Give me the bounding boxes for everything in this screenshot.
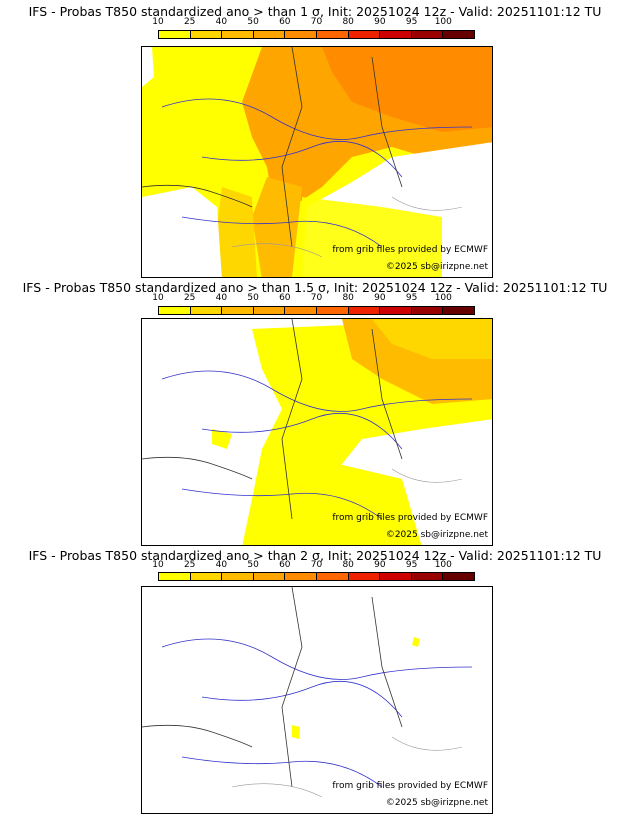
colorbar-segment bbox=[411, 31, 444, 38]
map-svg bbox=[142, 587, 492, 813]
panel-title: IFS - Probas T850 standardized ano > tha… bbox=[28, 548, 602, 563]
source-credit: from grib files provided by ECMWF bbox=[332, 245, 488, 255]
colorbar-tick-label: 50 bbox=[247, 17, 259, 27]
colorbar-segment bbox=[380, 573, 412, 580]
colorbar-tick-label: 10 bbox=[152, 17, 164, 27]
colorbar-segment bbox=[222, 307, 254, 314]
colorbar-tick-label: 50 bbox=[247, 560, 259, 570]
colorbar bbox=[158, 30, 475, 39]
copyright-credit: ©2025 sb@irizpne.net bbox=[385, 530, 488, 540]
panel-title: IFS - Probas T850 standardized ano > tha… bbox=[22, 280, 608, 295]
colorbar-tick-label: 40 bbox=[215, 293, 228, 303]
colorbar-tick-label: 100 bbox=[434, 293, 452, 303]
colorbar-segment bbox=[348, 573, 381, 580]
panel-title: IFS - Probas T850 standardized ano > tha… bbox=[28, 4, 602, 19]
colorbar-tick-label: 80 bbox=[342, 293, 354, 303]
colorbar-tick-label: 80 bbox=[342, 17, 354, 27]
colorbar-segment bbox=[316, 573, 349, 580]
colorbar bbox=[158, 572, 475, 581]
colorbar-tick-label: 25 bbox=[183, 560, 196, 570]
colorbar-tick-label: 60 bbox=[279, 293, 291, 303]
colorbar-tick-label: 95 bbox=[405, 17, 418, 27]
colorbar-tick-label: 70 bbox=[310, 293, 323, 303]
colorbar-tick-label: 60 bbox=[279, 560, 291, 570]
colorbar-segment bbox=[316, 307, 349, 314]
colorbar-segment bbox=[443, 307, 474, 314]
colorbar-tick-label: 40 bbox=[215, 560, 228, 570]
copyright-credit: ©2025 sb@irizpne.net bbox=[385, 262, 488, 272]
colorbar-segment bbox=[411, 307, 444, 314]
map-area: from grib files provided by ECMWF ©2025 … bbox=[141, 586, 493, 814]
colorbar-tick-label: 70 bbox=[310, 17, 323, 27]
panel-1: IFS - Probas T850 standardized ano > tha… bbox=[0, 0, 630, 278]
colorbar-segment bbox=[285, 31, 317, 38]
colorbar-ticks: 10 25 40 50 60 70 80 90 95 100 bbox=[152, 293, 475, 305]
colorbar-segment bbox=[348, 31, 381, 38]
colorbar-tick-label: 10 bbox=[152, 560, 164, 570]
colorbar bbox=[158, 306, 475, 315]
map-area: from grib files provided by ECMWF ©2025 … bbox=[141, 46, 493, 278]
colorbar-tick-label: 95 bbox=[405, 293, 418, 303]
colorbar-segment bbox=[285, 573, 317, 580]
colorbar-segment bbox=[285, 307, 317, 314]
colorbar-tick-label: 40 bbox=[215, 17, 228, 27]
colorbar-segment bbox=[348, 307, 381, 314]
colorbar-segment bbox=[253, 573, 286, 580]
colorbar-segment bbox=[159, 573, 191, 580]
panel-2: IFS - Probas T850 standardized ano > tha… bbox=[0, 276, 630, 552]
colorbar-segment bbox=[190, 307, 223, 314]
colorbar-tick-label: 100 bbox=[434, 17, 452, 27]
colorbar-segment bbox=[380, 307, 412, 314]
source-credit: from grib files provided by ECMWF bbox=[332, 513, 488, 523]
colorbar-segment bbox=[253, 307, 286, 314]
colorbar-tick-label: 25 bbox=[183, 293, 196, 303]
colorbar-tick-label: 25 bbox=[183, 17, 196, 27]
map-area: from grib files provided by ECMWF ©2025 … bbox=[141, 318, 493, 546]
colorbar-tick-label: 100 bbox=[434, 560, 452, 570]
map-svg bbox=[142, 319, 492, 545]
source-credit: from grib files provided by ECMWF bbox=[332, 781, 488, 791]
colorbar-tick-label: 50 bbox=[247, 293, 259, 303]
copyright-credit: ©2025 sb@irizpne.net bbox=[385, 798, 488, 808]
colorbar-segment bbox=[222, 31, 254, 38]
colorbar-segment bbox=[380, 31, 412, 38]
colorbar-segment bbox=[316, 31, 349, 38]
colorbar-tick-label: 70 bbox=[310, 560, 323, 570]
colorbar-tick-label: 60 bbox=[279, 17, 291, 27]
colorbar-segment bbox=[253, 31, 286, 38]
colorbar-tick-label: 90 bbox=[374, 17, 386, 27]
colorbar-segment bbox=[159, 31, 191, 38]
colorbar-segment bbox=[443, 573, 474, 580]
colorbar-tick-label: 95 bbox=[405, 560, 418, 570]
colorbar-tick-label: 80 bbox=[342, 560, 354, 570]
colorbar-segment bbox=[222, 573, 254, 580]
colorbar-segment bbox=[159, 307, 191, 314]
colorbar-tick-label: 90 bbox=[374, 560, 386, 570]
colorbar-tick-label: 90 bbox=[374, 293, 386, 303]
colorbar-segment bbox=[190, 31, 223, 38]
colorbar-ticks: 10 25 40 50 60 70 80 90 95 100 bbox=[152, 560, 475, 572]
map-svg bbox=[142, 47, 492, 277]
colorbar-segment bbox=[443, 31, 474, 38]
panel-3: IFS - Probas T850 standardized ano > tha… bbox=[0, 548, 630, 828]
colorbar-segment bbox=[411, 573, 444, 580]
colorbar-tick-label: 10 bbox=[152, 293, 164, 303]
colorbar-segment bbox=[190, 573, 223, 580]
colorbar-ticks: 10 25 40 50 60 70 80 90 95 100 bbox=[152, 17, 475, 29]
